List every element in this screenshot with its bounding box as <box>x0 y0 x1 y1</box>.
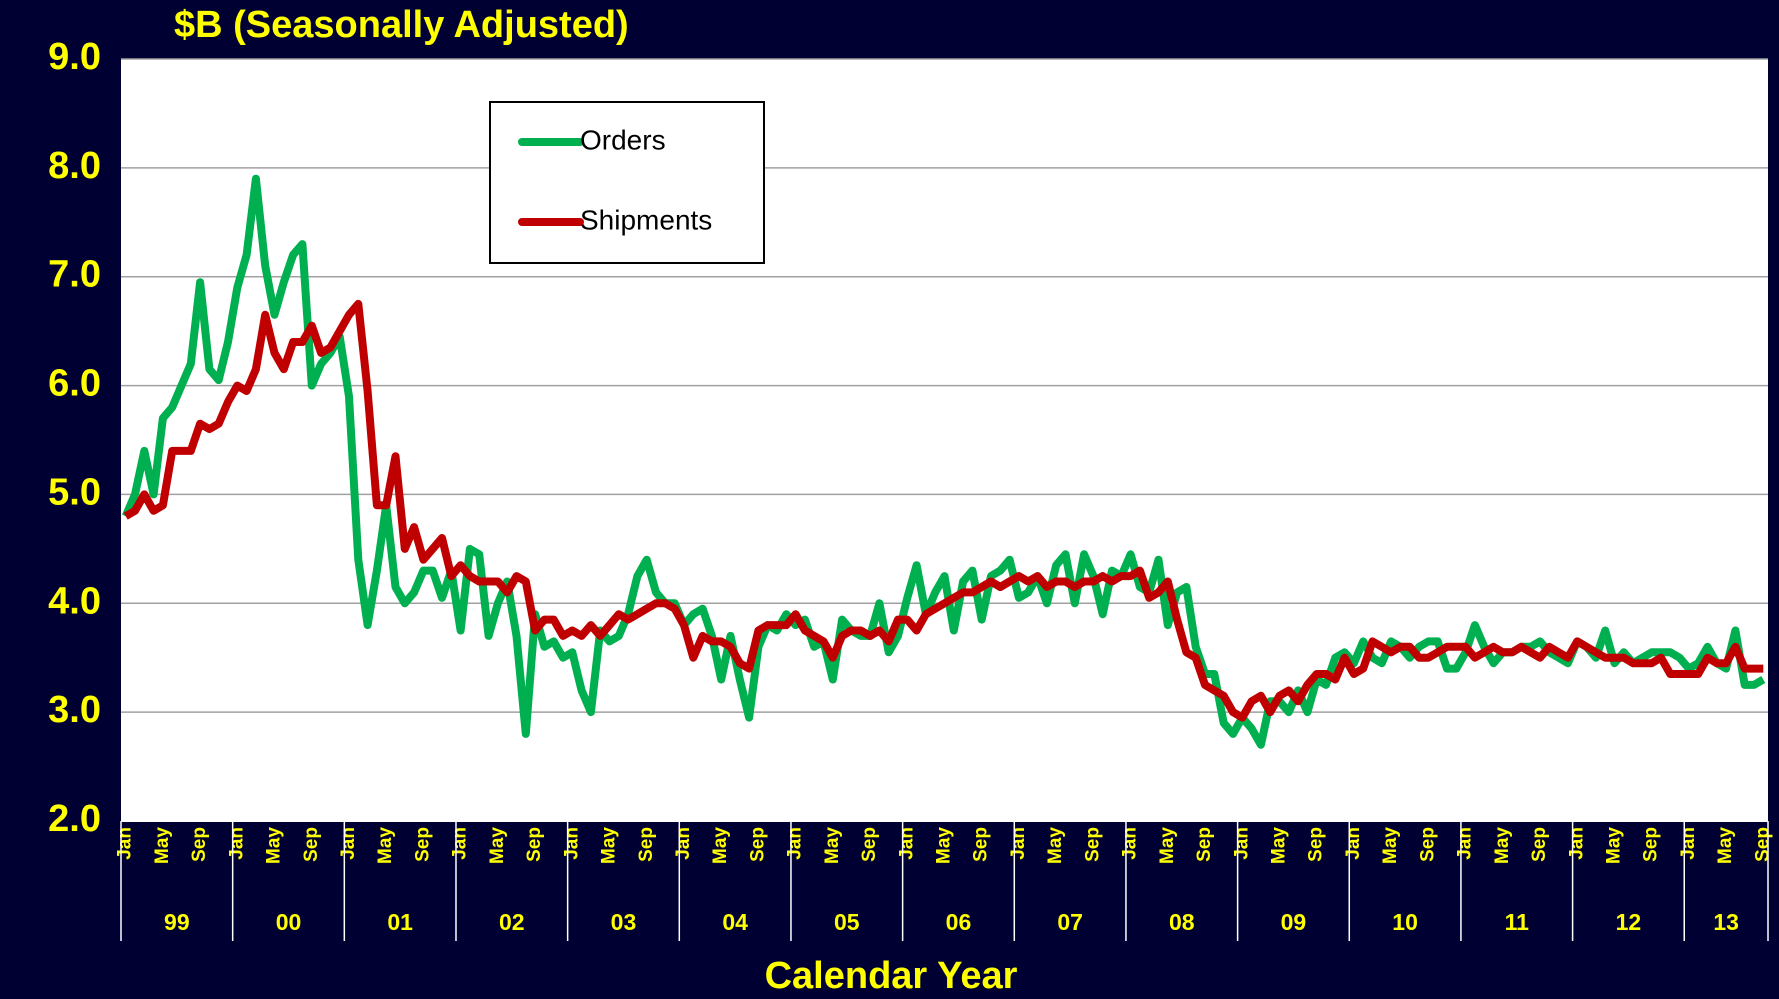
x-tick-label: Sep <box>747 827 768 862</box>
x-tick-label: Sep <box>1194 827 1215 862</box>
x-tick-label: Jan <box>1455 827 1476 860</box>
x-tick-label: Jan <box>1231 827 1252 860</box>
x-tick-label: Jan <box>1343 827 1364 860</box>
x-tick-label: Sep <box>524 827 545 862</box>
x-tick-label: Sep <box>859 827 880 862</box>
legend-label: Shipments <box>580 204 712 235</box>
x-group-label: 12 <box>1616 909 1642 935</box>
x-tick-label: Sep <box>189 827 210 862</box>
x-tick-label: Jan <box>450 827 471 860</box>
x-group-label: 05 <box>834 909 860 935</box>
x-tick-label: Jan <box>1008 827 1029 860</box>
y-tick-label: 5.0 <box>48 471 101 513</box>
series-line <box>122 174 1766 749</box>
x-tick-label: May <box>599 827 620 864</box>
legend-box <box>489 101 765 264</box>
x-tick-label: May <box>1380 827 1401 864</box>
x-group-label: 01 <box>387 909 413 935</box>
x-group-label: 08 <box>1169 909 1195 935</box>
y-tick-label: 6.0 <box>48 363 101 405</box>
x-tick-label: Jan <box>1566 827 1587 860</box>
x-group-label: 00 <box>276 909 302 935</box>
x-tick-label: Sep <box>1752 827 1773 862</box>
y-tick-label: 4.0 <box>48 580 101 622</box>
chart-title: $B (Seasonally Adjusted) <box>174 4 629 46</box>
x-group-label: 03 <box>611 909 637 935</box>
x-group-label: 02 <box>499 909 525 935</box>
x-tick-label: May <box>934 827 955 864</box>
x-group-label: 99 <box>164 909 190 935</box>
x-tick-label: May <box>375 827 396 864</box>
x-tick-label: May <box>152 827 173 864</box>
x-group-label: 09 <box>1281 909 1307 935</box>
x-tick-label: May <box>1045 827 1066 864</box>
plot-area <box>121 59 1768 821</box>
x-tick-label: Sep <box>1082 827 1103 862</box>
x-tick-label: May <box>710 827 731 864</box>
x-tick-label: Jan <box>561 827 582 860</box>
y-tick-label: 9.0 <box>48 36 101 78</box>
x-tick-label: Jan <box>785 827 806 860</box>
x-group-label: 13 <box>1713 909 1739 935</box>
x-tick-label: Sep <box>1641 827 1662 862</box>
y-tick-label: 7.0 <box>48 254 101 296</box>
x-tick-label: Jan <box>1120 827 1141 860</box>
x-tick-label: Jan <box>226 827 247 860</box>
x-tick-label: Jan <box>1678 827 1699 860</box>
legend-label: Orders <box>580 124 666 155</box>
x-tick-label: Jan <box>115 827 136 860</box>
x-tick-label: May <box>1715 827 1736 864</box>
x-tick-label: May <box>1492 827 1513 864</box>
x-group-label: 06 <box>946 909 972 935</box>
x-group-label: 11 <box>1505 909 1530 935</box>
y-tick-label: 2.0 <box>48 798 101 840</box>
series-line <box>123 299 1764 722</box>
x-tick-label: Jan <box>896 827 917 860</box>
x-tick-label: Sep <box>412 827 433 862</box>
x-tick-label: Sep <box>1529 827 1550 862</box>
x-group-label: 07 <box>1057 909 1083 935</box>
x-tick-label: May <box>1157 827 1178 864</box>
x-tick-label: Sep <box>636 827 657 862</box>
x-tick-label: Jan <box>673 827 694 860</box>
x-tick-label: Sep <box>1306 827 1327 862</box>
x-tick-label: Sep <box>1417 827 1438 862</box>
y-tick-label: 3.0 <box>48 689 101 731</box>
x-group-label: 04 <box>722 909 748 935</box>
x-tick-label: Sep <box>301 827 322 862</box>
x-tick-label: Sep <box>971 827 992 862</box>
y-tick-label: 8.0 <box>48 145 101 187</box>
x-tick-label: Jan <box>338 827 359 860</box>
x-tick-label: May <box>487 827 508 864</box>
x-tick-label: May <box>822 827 843 864</box>
x-axis-label: Calendar Year <box>765 955 1018 997</box>
x-group-label: 10 <box>1392 909 1418 935</box>
x-tick-label: May <box>1268 827 1289 864</box>
x-tick-label: May <box>264 827 285 864</box>
x-tick-label: May <box>1603 827 1624 864</box>
